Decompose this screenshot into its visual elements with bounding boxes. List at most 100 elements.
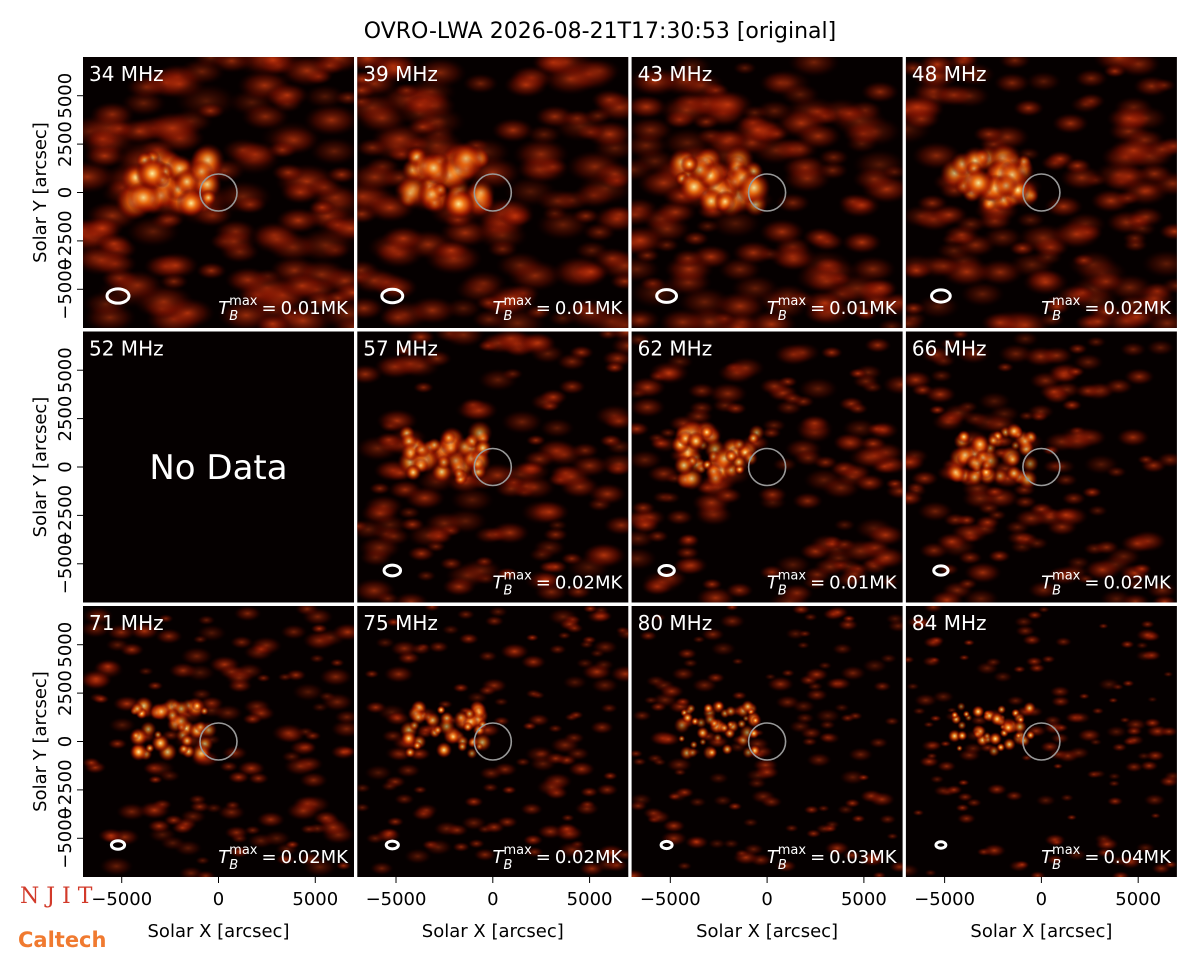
noise-blob bbox=[708, 382, 748, 405]
panel-image bbox=[631, 606, 903, 877]
tb-sup: max bbox=[1052, 569, 1081, 584]
noise-blob bbox=[525, 689, 542, 699]
noise-blob bbox=[1054, 723, 1069, 732]
noise-blob bbox=[250, 224, 303, 255]
noise-blob bbox=[83, 607, 114, 625]
noise-blob bbox=[1011, 331, 1039, 347]
noise-blob bbox=[839, 665, 867, 681]
tb-sup: max bbox=[778, 569, 807, 584]
source-blob bbox=[432, 725, 443, 735]
noise-blob bbox=[538, 57, 595, 78]
noise-blob bbox=[1080, 311, 1116, 328]
noise-blob bbox=[329, 216, 354, 241]
noise-blob bbox=[378, 306, 418, 328]
noise-blob bbox=[1125, 726, 1143, 736]
noise-blob bbox=[935, 532, 968, 551]
noise-blob bbox=[588, 482, 627, 505]
tb-eq: = bbox=[810, 847, 825, 868]
noise-blob bbox=[853, 473, 886, 492]
solar-disk bbox=[199, 173, 238, 212]
noise-blob bbox=[1127, 206, 1165, 228]
noise-blob bbox=[768, 590, 811, 603]
noise-blob bbox=[818, 148, 850, 167]
source-blob bbox=[990, 712, 1005, 726]
noise-blob bbox=[178, 58, 226, 86]
source-blob bbox=[686, 431, 706, 451]
noise-blob bbox=[503, 72, 549, 98]
source-blob bbox=[970, 434, 991, 455]
noise-blob bbox=[917, 501, 954, 522]
noise-blob bbox=[915, 293, 961, 320]
tb-value: 0.02MK bbox=[1103, 573, 1172, 594]
x-tick-label: 5000 bbox=[1115, 889, 1161, 910]
noise-blob bbox=[645, 675, 667, 687]
tb-sub: B bbox=[778, 858, 787, 873]
source-blob bbox=[466, 420, 493, 446]
noise-blob bbox=[1041, 655, 1056, 664]
noise-blob bbox=[825, 677, 847, 690]
source-blob bbox=[1012, 719, 1028, 734]
noise-blob bbox=[806, 752, 832, 768]
source-blob bbox=[956, 730, 968, 742]
source-blob bbox=[687, 747, 698, 758]
noise-blob bbox=[1045, 854, 1064, 865]
noise-blob bbox=[1049, 685, 1071, 698]
beam bbox=[659, 839, 674, 851]
source-blob bbox=[957, 720, 967, 731]
source-blob bbox=[686, 703, 696, 714]
source-blob bbox=[1001, 720, 1016, 735]
noise-blob bbox=[674, 555, 709, 575]
source-blob bbox=[446, 730, 460, 744]
noise-blob bbox=[319, 667, 353, 687]
noise-blob bbox=[631, 529, 655, 549]
source-blob bbox=[956, 744, 963, 752]
noise-blob bbox=[1111, 742, 1128, 752]
source-blob bbox=[436, 454, 452, 470]
noise-blob bbox=[1124, 578, 1147, 591]
noise-blob bbox=[814, 708, 841, 724]
noise-blob bbox=[477, 650, 498, 662]
beam bbox=[932, 564, 950, 577]
tb-max: TBmax = 0.02MK bbox=[493, 843, 624, 873]
noise-blob bbox=[610, 665, 629, 683]
source-blob bbox=[705, 468, 726, 488]
source-blob bbox=[678, 735, 686, 743]
noise-blob bbox=[1015, 625, 1036, 637]
noise-blob bbox=[689, 837, 704, 846]
y-tick-label: 5000 bbox=[55, 347, 76, 393]
tb-sub: B bbox=[1052, 584, 1061, 599]
noise-blob bbox=[1039, 383, 1070, 401]
noise-blob bbox=[528, 547, 555, 563]
panel-image bbox=[631, 57, 903, 328]
noise-blob bbox=[641, 570, 683, 594]
noise-blob bbox=[456, 609, 475, 620]
source-blob bbox=[962, 167, 995, 199]
y-axis-label: Solar Y [arcsec] bbox=[30, 397, 51, 538]
noise-blob bbox=[303, 103, 354, 137]
source-blob bbox=[971, 705, 985, 719]
noise-blob bbox=[184, 663, 216, 682]
noise-blob bbox=[833, 518, 856, 532]
noise-blob bbox=[302, 857, 337, 877]
noise-blob bbox=[330, 744, 354, 760]
noise-blob bbox=[724, 402, 747, 415]
noise-blob bbox=[631, 547, 658, 571]
noise-blob bbox=[1124, 761, 1144, 773]
noise-blob bbox=[631, 421, 650, 437]
tb-sup: max bbox=[778, 294, 807, 309]
noise-blob bbox=[1012, 665, 1027, 674]
noise-blob bbox=[107, 738, 128, 750]
noise-blob bbox=[913, 693, 938, 707]
noise-blob bbox=[924, 869, 937, 877]
noise-blob bbox=[158, 769, 181, 783]
tb-value: 0.01MK bbox=[829, 298, 898, 319]
noise-blob bbox=[730, 274, 780, 303]
noise-blob bbox=[1086, 270, 1126, 293]
noise-blob bbox=[880, 576, 900, 587]
noise-blob bbox=[1014, 508, 1048, 529]
noise-blob bbox=[473, 848, 497, 862]
noise-blob bbox=[477, 368, 518, 392]
noise-blob bbox=[369, 57, 420, 84]
noise-blob bbox=[678, 71, 726, 99]
source-blob bbox=[724, 449, 738, 463]
